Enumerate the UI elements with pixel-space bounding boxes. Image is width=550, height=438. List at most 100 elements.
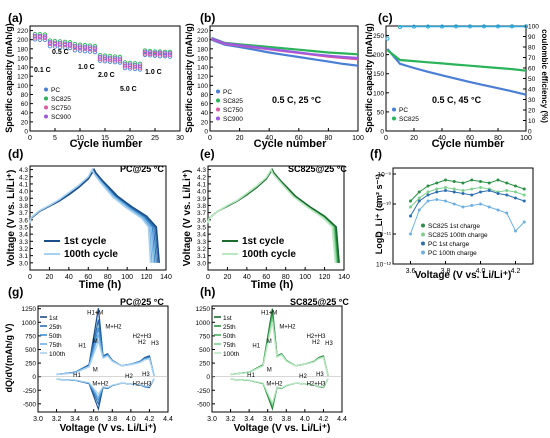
data-point [147,52,153,58]
legend-label: 75th [49,342,62,349]
panel-e-letter: (e) [200,147,215,161]
data-point [452,202,456,206]
data-point [132,64,138,70]
data-point [157,52,163,57]
legend-marker [421,241,425,246]
legend-marker [392,116,396,121]
data-point [505,211,509,215]
y2-tick-label: 40 [528,87,536,94]
data-point [47,40,53,45]
y-tick-label: 4.2 [197,174,206,181]
y-tick-label: 60 [21,101,29,108]
panel-e-title: SC825@25 °C [288,164,347,174]
y-tick-label: 3.4 [197,232,206,239]
y-tick-label: 10⁻¹¹ [376,232,392,239]
data-point [77,48,83,53]
data-point [444,199,447,203]
data-point [452,187,456,191]
legend-label: 25th [49,324,62,331]
y-tick-label: 4.3 [197,167,206,174]
data-point [107,57,113,63]
x-tick-label: 4.2 [145,416,155,423]
x-tick-label: 4.0 [126,416,136,423]
y-tick-label: 3.9 [197,196,206,203]
data-point [157,50,163,56]
data-point [47,41,53,47]
data-point [147,48,153,54]
data-point [479,202,482,206]
data-point [147,51,153,57]
x-tick-label: 4.2 [319,416,329,423]
y-tick-label: 140 [17,65,28,72]
x-tick-label: 4.4 [163,416,173,423]
data-point [82,48,88,54]
data-point [162,53,168,59]
panel-h-title: SC825@25 °C [290,297,349,307]
legend-label: SC825 [399,116,419,123]
data-point [42,34,48,39]
x-tick-label: 100 [299,274,311,281]
x-tick-label: 80 [325,135,333,142]
y-tick-label: 250 [373,33,384,40]
series-line [410,179,525,202]
y-tick-label: 250 [25,361,36,368]
charge-curve [230,321,329,376]
data-point [92,49,98,55]
legend-marker [216,89,220,94]
peak-label: H1+M [87,310,103,316]
peak-label: H3 [316,372,324,378]
y-tick-label: 3.7 [197,210,206,217]
peak-label: M [267,368,272,374]
data-point [435,198,439,201]
legend-label: SC825 1st charge [428,223,480,230]
legend-label: SC825 [223,98,243,105]
x-tick-label: 140 [338,274,350,281]
discharge-curve [56,378,155,396]
panel-f-frame [392,167,534,265]
panel-a-ylabel: Specific capacity (mAh/g) [4,23,14,133]
data-point [461,205,465,209]
y-tick-label: 3.8 [19,203,28,210]
legend-label: SC750 [51,105,71,112]
legend-label: 50th [223,333,236,340]
panel-b-xlabel: Cycle number [254,138,327,150]
y2-tick-label: 90 [528,34,536,41]
y-tick-label: 10⁻⁹ [378,172,392,179]
peak-label: H1 [73,373,81,379]
x-tick-label: 20 [224,274,232,281]
legend-label: 75th [223,342,236,349]
x-tick-label: 15 [101,135,109,142]
peak-label: M+H2 [105,324,122,330]
y-tick-label: 200 [373,52,384,59]
x-tick-label: 3.0 [207,416,217,423]
peak-label: H1+M [261,310,277,316]
peak-label: H2 [125,374,133,380]
x-tick-label: 4.0 [300,416,310,423]
data-point [426,199,430,203]
legend-label: 100th cycle [64,249,118,260]
data-point [62,42,68,48]
data-point [167,49,173,55]
y-tick-label: 3.1 [197,253,206,260]
panel-a-xlabel: Cycle number [70,138,143,150]
discharge-curve [230,378,329,405]
y2-tick-label: 80 [528,45,536,52]
data-point [157,49,163,54]
legend-marker [44,105,48,110]
panel-b-frame [209,25,359,132]
y-tick-label: 1000 [22,320,37,327]
legend-marker [216,98,220,103]
data-point [92,47,98,52]
legend-label: PC [223,89,232,96]
y-tick-label: 500 [25,347,36,354]
y-tick-label: -250 [23,388,36,395]
panel-h-frame [211,305,343,413]
data-point [409,214,412,218]
data-point [470,193,474,197]
panel-c-letter: (c) [378,11,393,25]
y-tick-label: 1000 [196,320,211,327]
data-point [409,205,412,209]
y-tick-label: 4.0 [197,189,206,196]
data-point [167,52,173,58]
peak-label: M+H2 [92,382,109,388]
